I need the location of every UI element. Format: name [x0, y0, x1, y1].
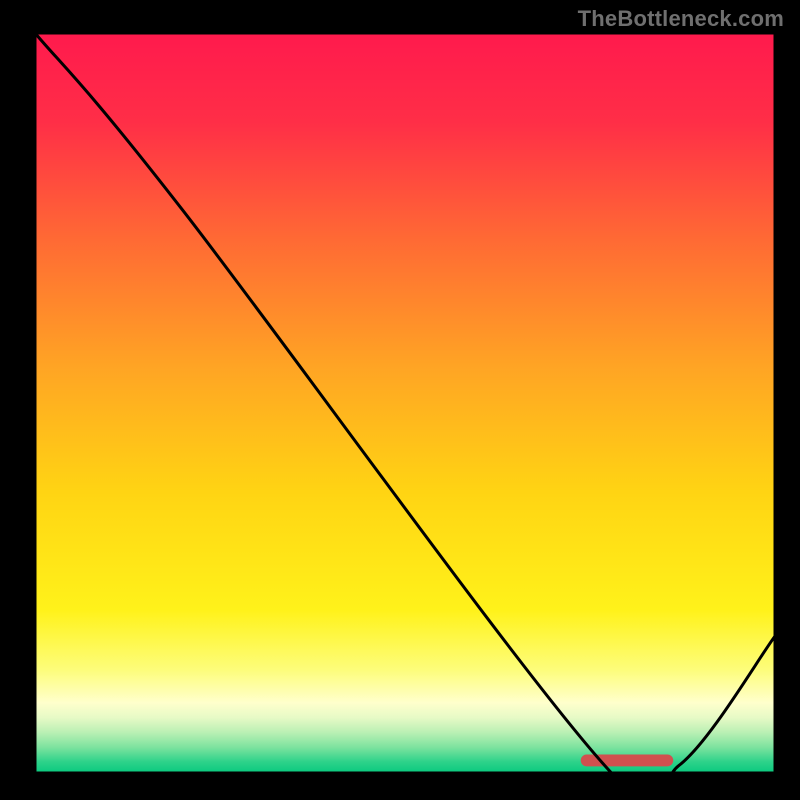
bottleneck-chart: [0, 0, 800, 800]
plot-background: [35, 33, 775, 773]
valley-marker: [581, 755, 674, 767]
chart-stage: { "watermark": { "text": "TheBottleneck.…: [0, 0, 800, 800]
